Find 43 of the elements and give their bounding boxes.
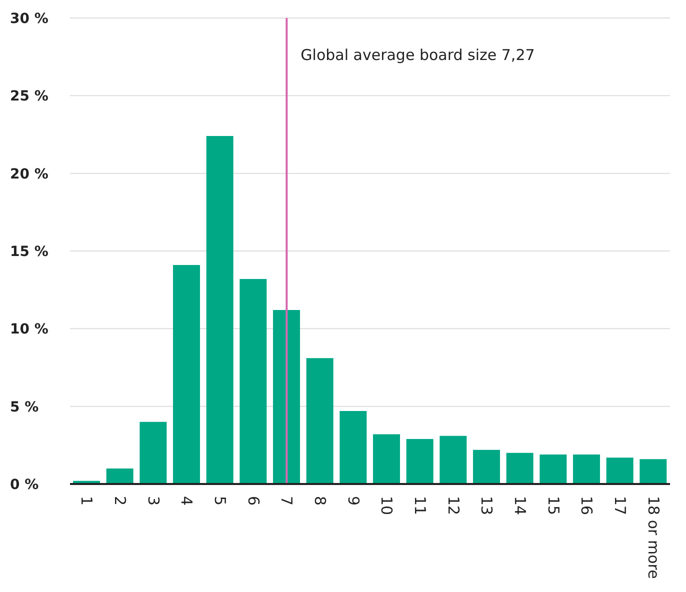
bar (340, 410, 367, 484)
bar (540, 454, 567, 484)
x-tick-label: 9 (344, 496, 362, 506)
x-tick-label: 1 (78, 496, 96, 506)
x-tick-label: 7 (278, 496, 296, 506)
bar (106, 468, 134, 484)
y-tick-label: 15 % (10, 244, 48, 260)
bar (173, 264, 200, 484)
x-tick-label: 17 (611, 496, 629, 516)
x-tick-label: 3 (144, 496, 162, 506)
x-tick-label: 6 (244, 496, 262, 506)
x-tick-label: 15 (544, 496, 562, 516)
x-tick-label: 4 (178, 496, 196, 506)
bar (606, 458, 634, 484)
x-tick-label: 5 (211, 496, 229, 506)
bar (240, 278, 267, 484)
bar (273, 310, 300, 484)
y-tick-label: 25 % (10, 88, 48, 105)
x-tick-label: 2 (111, 496, 129, 506)
y-tick-label: 10 % (10, 322, 48, 338)
x-tick-label: 16 (578, 496, 596, 516)
x-tick-label: 14 (511, 496, 529, 516)
y-tick-label: 5 % (10, 399, 39, 416)
x-tick-label: 11 (411, 496, 429, 516)
bar (140, 422, 167, 484)
y-tick-label: 30 % (10, 10, 48, 27)
bar (406, 438, 434, 484)
x-tick-label: 8 (311, 496, 329, 506)
bar (473, 450, 500, 484)
bar (306, 358, 334, 484)
bar (440, 436, 467, 484)
bar (506, 452, 534, 484)
y-tick-label: 20 % (10, 166, 48, 182)
bar (640, 459, 667, 484)
bar (206, 136, 234, 484)
ref-line-label: Global average board size 7,27 (300, 46, 535, 64)
y-tick-label: 0 % (10, 476, 39, 493)
x-tick-label: 12 (444, 496, 462, 516)
bar (373, 434, 400, 484)
x-tick-label: 18 or more (644, 496, 662, 579)
bar (573, 454, 600, 484)
x-tick-label: 10 (378, 496, 396, 516)
x-tick-label: 13 (478, 496, 496, 516)
